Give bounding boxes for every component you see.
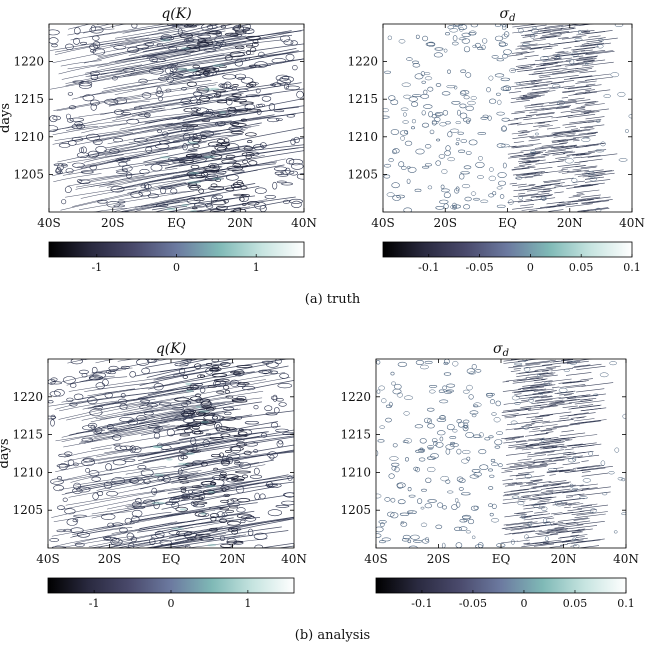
x-tick-label: 40N [619,216,645,230]
x-tick-label: 20N [551,552,577,566]
chart-title: q(K) [156,341,186,357]
y-tick-label: 1220 [12,390,43,404]
y-tick-label: 1210 [13,130,44,144]
y-axis-label: days [0,103,13,133]
colorbar-tick-label: 0 [520,597,527,610]
y-tick-label: 1220 [13,55,44,69]
colorbar-tick-label: -0.05 [459,597,487,610]
contour-field [49,24,304,212]
chart-title: q(K) [161,6,191,22]
x-tick-label: 20N [557,216,583,230]
y-tick-label: 1210 [340,465,371,479]
colorbar-tick-label: 0 [168,597,175,610]
chart-title: σd [493,341,509,359]
x-tick-label: EQ [492,552,511,566]
x-tick-label: 20S [434,216,458,230]
y-tick-label: 1215 [347,92,378,106]
panel-truth-sigma: σd 40S 20S EQ 20N 40N 1205 1210 1215 1220 -0.1 -0.0… [347,6,644,274]
colorbar [375,577,627,594]
colorbar-tick-label: 1 [244,597,251,610]
x-tick-label: 20S [98,552,122,566]
y-tick-label: 1215 [13,92,44,106]
x-tick-label: 40S [36,552,60,566]
y-axis-label: days [0,438,12,468]
y-tick-label: 1220 [340,390,371,404]
colorbar-tick-label: 1 [253,261,260,274]
colorbar-tick-label: 0.1 [623,261,641,274]
panel-analysis-sigma: σd 40S 20S EQ 20N 40N 1205 1210 1215 1220 -0.1 -0.0… [340,341,638,610]
colorbar-tick-label: 0.1 [617,597,635,610]
y-tick-label: 1205 [347,167,378,181]
y-tick-label: 1205 [13,167,44,181]
colorbar [382,241,633,258]
x-tick-label: 20S [101,216,125,230]
contour-field [48,359,294,548]
x-tick-label: 40S [371,216,395,230]
x-tick-label: 20S [427,552,451,566]
caption-truth: (a) truth [304,292,361,307]
contour-field [383,24,632,212]
x-tick-label: 40N [613,552,639,566]
colorbar-tick-label: -0.1 [411,597,432,610]
y-tick-label: 1215 [340,428,371,442]
contour-field [376,359,626,548]
colorbar-tick-label: -0.1 [418,261,439,274]
caption-analysis: (b) analysis [294,628,371,643]
colorbar-tick-label: 0 [527,261,534,274]
colorbar-tick-label: 0 [173,261,180,274]
y-tick-label: 1210 [347,130,378,144]
colorbar-tick-label: 0.05 [569,261,594,274]
y-tick-label: 1205 [340,503,371,517]
y-tick-label: 1215 [12,428,43,442]
x-tick-label: 40S [37,216,61,230]
colorbar-tick-label: -1 [89,597,100,610]
y-tick-label: 1205 [12,503,43,517]
colorbar-tick-label: -1 [91,261,102,274]
y-tick-label: 1220 [347,55,378,69]
x-tick-label: 40N [291,216,317,230]
x-tick-label: 40N [281,552,307,566]
x-tick-label: EQ [167,216,186,230]
x-tick-label: EQ [498,216,517,230]
panel-analysis-q: q(K) 40S 20S EQ 20N 40N 1205 1210 1215 1220 days -1… [0,341,307,610]
y-tick-label: 1210 [12,465,43,479]
panel-truth-q: q(K) 40S 20S EQ 20N 40N 1205 1210 1215 1220 days -1… [0,6,317,274]
x-tick-label: 20N [220,552,246,566]
x-tick-label: 20N [227,216,253,230]
x-tick-label: EQ [162,552,181,566]
colorbar-tick-label: 0.05 [563,597,588,610]
chart-title: σd [500,6,516,24]
colorbar-tick-label: -0.05 [465,261,493,274]
x-tick-label: 40S [364,552,388,566]
